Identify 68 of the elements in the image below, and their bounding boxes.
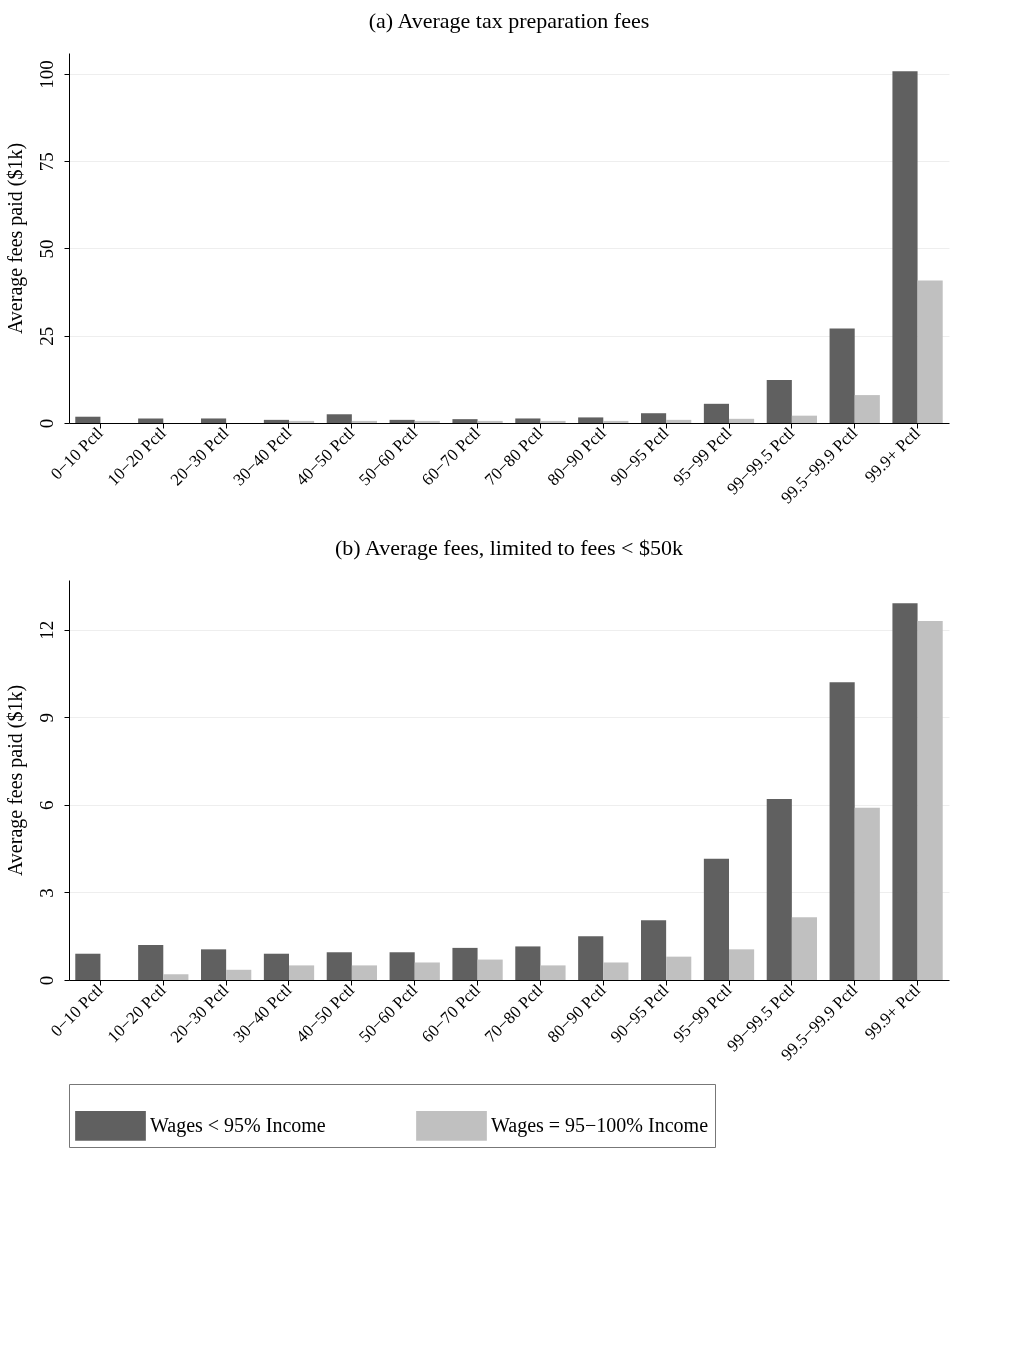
bar (766, 380, 792, 423)
bar (854, 807, 880, 980)
bar (917, 620, 943, 980)
bar (641, 920, 667, 980)
bar (226, 969, 252, 980)
bar (703, 858, 729, 980)
bar (641, 413, 667, 423)
bar (578, 936, 604, 980)
y-axis-title: Average fees paid ($1k) (3, 684, 27, 877)
bar (389, 952, 415, 980)
bar (452, 947, 478, 980)
bar (766, 798, 792, 980)
bar (389, 419, 415, 423)
bar (201, 949, 227, 980)
y-axis-title: Average fees paid ($1k) (3, 142, 27, 335)
bar (666, 419, 692, 423)
bar (540, 420, 566, 423)
y-tick-label: 100 (35, 60, 57, 89)
y-tick-label: 25 (35, 326, 57, 346)
bar (703, 403, 729, 423)
bar (603, 962, 629, 980)
y-tick-label: 3 (35, 888, 57, 898)
bar (289, 420, 315, 423)
bar (791, 917, 817, 980)
bar (452, 419, 478, 423)
bar (75, 416, 101, 423)
bar (578, 417, 604, 423)
bar (326, 952, 352, 980)
y-tick-label: 50 (35, 239, 57, 259)
bar (263, 419, 289, 423)
bar (892, 603, 918, 980)
legend-label: Wages = 95−100% Income (491, 1113, 709, 1137)
bar (289, 965, 315, 980)
bar (477, 420, 503, 423)
bar (729, 949, 755, 980)
bar (414, 962, 440, 980)
bar (326, 414, 352, 423)
bar (351, 965, 377, 980)
bar (603, 420, 629, 423)
bar (414, 420, 440, 423)
bar (263, 953, 289, 980)
bar (917, 280, 943, 423)
bar (854, 395, 880, 423)
bar (515, 946, 541, 980)
y-tick-label: 12 (35, 620, 57, 640)
bar (351, 420, 377, 423)
y-tick-label: 9 (35, 712, 57, 723)
y-tick-label: 0 (35, 975, 57, 986)
bar (515, 418, 541, 423)
bar (829, 682, 855, 980)
y-tick-label: 6 (35, 800, 57, 811)
bar (540, 965, 566, 980)
chart-title: (b) Average fees, limited to fees < $50k (335, 535, 683, 560)
bar (892, 71, 918, 423)
bar (477, 959, 503, 980)
bar (138, 944, 164, 980)
bar (201, 418, 227, 423)
bar (829, 328, 855, 423)
bar (75, 953, 101, 980)
bar (729, 418, 755, 423)
chart-title: (a) Average tax preparation fees (368, 8, 650, 33)
bar (791, 415, 817, 423)
bar (666, 956, 692, 980)
y-tick-label: 75 (35, 152, 57, 172)
bar (163, 974, 189, 980)
legend-label: Wages < 95% Income (150, 1113, 326, 1137)
y-tick-label: 0 (35, 418, 57, 429)
bar (138, 418, 164, 423)
